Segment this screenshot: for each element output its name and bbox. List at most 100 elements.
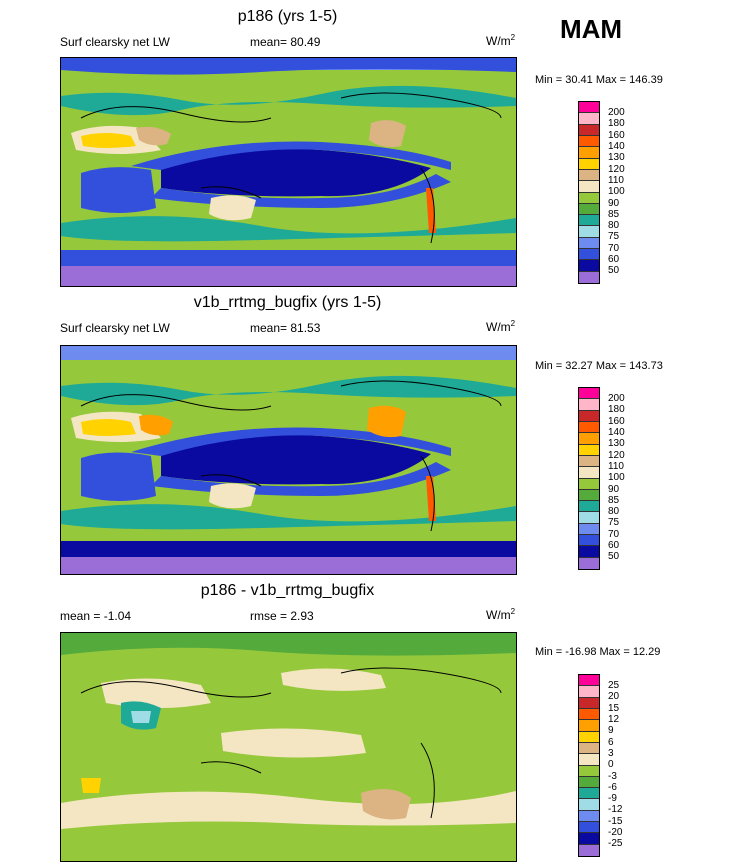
colorbar-swatch xyxy=(579,215,599,227)
colorbar-label: 9 xyxy=(608,725,614,737)
colorbar-label: 110 xyxy=(608,460,624,472)
colorbar-label: 15 xyxy=(608,702,620,714)
panel-3-units: W/m2 xyxy=(486,607,516,622)
colorbar-label: 80 xyxy=(608,506,620,518)
colorbar-label: 120 xyxy=(608,163,625,175)
colorbar-swatch xyxy=(579,788,599,800)
colorbar-swatch xyxy=(579,124,599,136)
panel-3-colorbar-labels: 25 20 15 12 9 6 3 0 -3 -6 -9 -12 -15 -20 -25 xyxy=(608,680,622,850)
colorbar-swatch xyxy=(579,226,599,238)
colorbar-label: 90 xyxy=(608,483,620,495)
colorbar-swatch xyxy=(579,237,599,250)
panel-2-mean: mean= 81.53 xyxy=(250,321,321,335)
colorbar-label: 140 xyxy=(608,140,625,152)
colorbar-swatch xyxy=(579,260,599,272)
colorbar-label: 120 xyxy=(608,449,625,461)
colorbar-swatch xyxy=(579,754,599,766)
colorbar-label: 200 xyxy=(608,393,625,404)
colorbar-swatch xyxy=(579,512,599,524)
colorbar-swatch xyxy=(579,181,599,193)
panel-3-minmax: Min = -16.98 Max = 12.29 xyxy=(535,646,661,658)
colorbar-swatch xyxy=(579,455,599,468)
colorbar-label: 50 xyxy=(608,265,620,277)
colorbar-swatch xyxy=(579,765,599,777)
panel-1-mean: mean= 80.49 xyxy=(250,35,321,49)
colorbar-label: 200 xyxy=(608,107,625,118)
panel-1-units: W/m2 xyxy=(486,33,516,48)
colorbar-swatch xyxy=(579,697,599,709)
colorbar-swatch xyxy=(579,501,599,513)
panel-3-left-label: mean = -1.04 xyxy=(60,609,132,623)
colorbar-label: 140 xyxy=(608,426,625,438)
colorbar-swatch xyxy=(579,444,599,456)
colorbar-label: 180 xyxy=(608,404,625,416)
colorbar-label: -20 xyxy=(608,827,623,839)
colorbar-swatch xyxy=(579,686,599,698)
colorbar-label: -12 xyxy=(608,804,623,816)
colorbar-label: -6 xyxy=(608,781,617,793)
colorbar-swatch xyxy=(579,421,599,434)
colorbar-label: 25 xyxy=(608,680,620,691)
colorbar-swatch xyxy=(579,271,599,283)
colorbar-swatch xyxy=(579,708,599,721)
panel-2-minmax: Min = 32.27 Max = 143.73 xyxy=(535,360,663,372)
colorbar-swatch xyxy=(579,433,599,445)
panel-1-left-label: Surf clearsky net LW xyxy=(60,35,170,49)
colorbar-label: 130 xyxy=(608,152,625,164)
panel-2-map xyxy=(60,345,517,575)
colorbar-swatch xyxy=(579,720,599,732)
panel-2-units: W/m2 xyxy=(486,319,516,334)
colorbar-label: 70 xyxy=(608,242,620,254)
colorbar-swatch xyxy=(579,546,599,558)
panel-1-minmax: Min = 30.41 Max = 146.39 xyxy=(535,74,663,86)
panel-1-colorbar xyxy=(578,101,600,284)
colorbar-swatch xyxy=(579,147,599,159)
colorbar-swatch xyxy=(579,833,599,845)
colorbar-label: 12 xyxy=(608,713,620,725)
colorbar-swatch xyxy=(579,776,599,789)
colorbar-label: 60 xyxy=(608,540,620,552)
colorbar-swatch xyxy=(579,822,599,834)
colorbar-label: -25 xyxy=(608,838,623,850)
colorbar-swatch xyxy=(579,675,599,687)
panel-1-colorbar-labels: 200 180 160 140 130 120 110 100 90 85 80 75 70 60 50 xyxy=(608,107,625,277)
colorbar-label: 130 xyxy=(608,438,625,450)
colorbar-swatch xyxy=(579,203,599,216)
colorbar-swatch xyxy=(579,742,599,755)
panel-2-colorbar xyxy=(578,387,600,570)
colorbar-swatch xyxy=(579,388,599,400)
colorbar-label: -3 xyxy=(608,770,617,782)
colorbar-swatch xyxy=(579,399,599,411)
colorbar-swatch xyxy=(579,810,599,823)
colorbar-label: 100 xyxy=(608,186,625,198)
panel-2-colorbar-labels: 200 180 160 140 130 120 110 100 90 85 80 75 70 60 50 xyxy=(608,393,625,563)
panel-2-title: v1b_rrtmg_bugfix (yrs 1-5) xyxy=(193,294,382,311)
season-label: MAM xyxy=(560,14,623,44)
colorbar-swatch xyxy=(579,169,599,182)
colorbar-label: -9 xyxy=(608,793,617,805)
panel-3-colorbar xyxy=(578,674,600,857)
colorbar-label: 85 xyxy=(608,208,620,220)
colorbar-label: 160 xyxy=(608,415,625,427)
colorbar-label: -15 xyxy=(608,815,623,827)
colorbar-label: 100 xyxy=(608,472,625,484)
colorbar-label: 90 xyxy=(608,197,620,209)
colorbar-label: 3 xyxy=(608,747,614,759)
panel-1-title: p186 (yrs 1-5) xyxy=(237,8,338,25)
colorbar-label: 0 xyxy=(608,759,614,771)
colorbar-swatch xyxy=(579,799,599,811)
colorbar-swatch xyxy=(579,467,599,479)
panel-3-map xyxy=(60,632,517,862)
colorbar-swatch xyxy=(579,158,599,170)
colorbar-label: 70 xyxy=(608,528,620,540)
colorbar-label: 50 xyxy=(608,551,620,563)
colorbar-swatch xyxy=(579,249,599,261)
colorbar-label: 6 xyxy=(608,736,614,748)
colorbar-swatch xyxy=(579,844,599,856)
colorbar-swatch xyxy=(579,113,599,125)
colorbar-swatch xyxy=(579,410,599,422)
colorbar-swatch xyxy=(579,192,599,204)
colorbar-swatch xyxy=(579,478,599,490)
colorbar-label: 80 xyxy=(608,220,620,232)
colorbar-label: 180 xyxy=(608,118,625,130)
